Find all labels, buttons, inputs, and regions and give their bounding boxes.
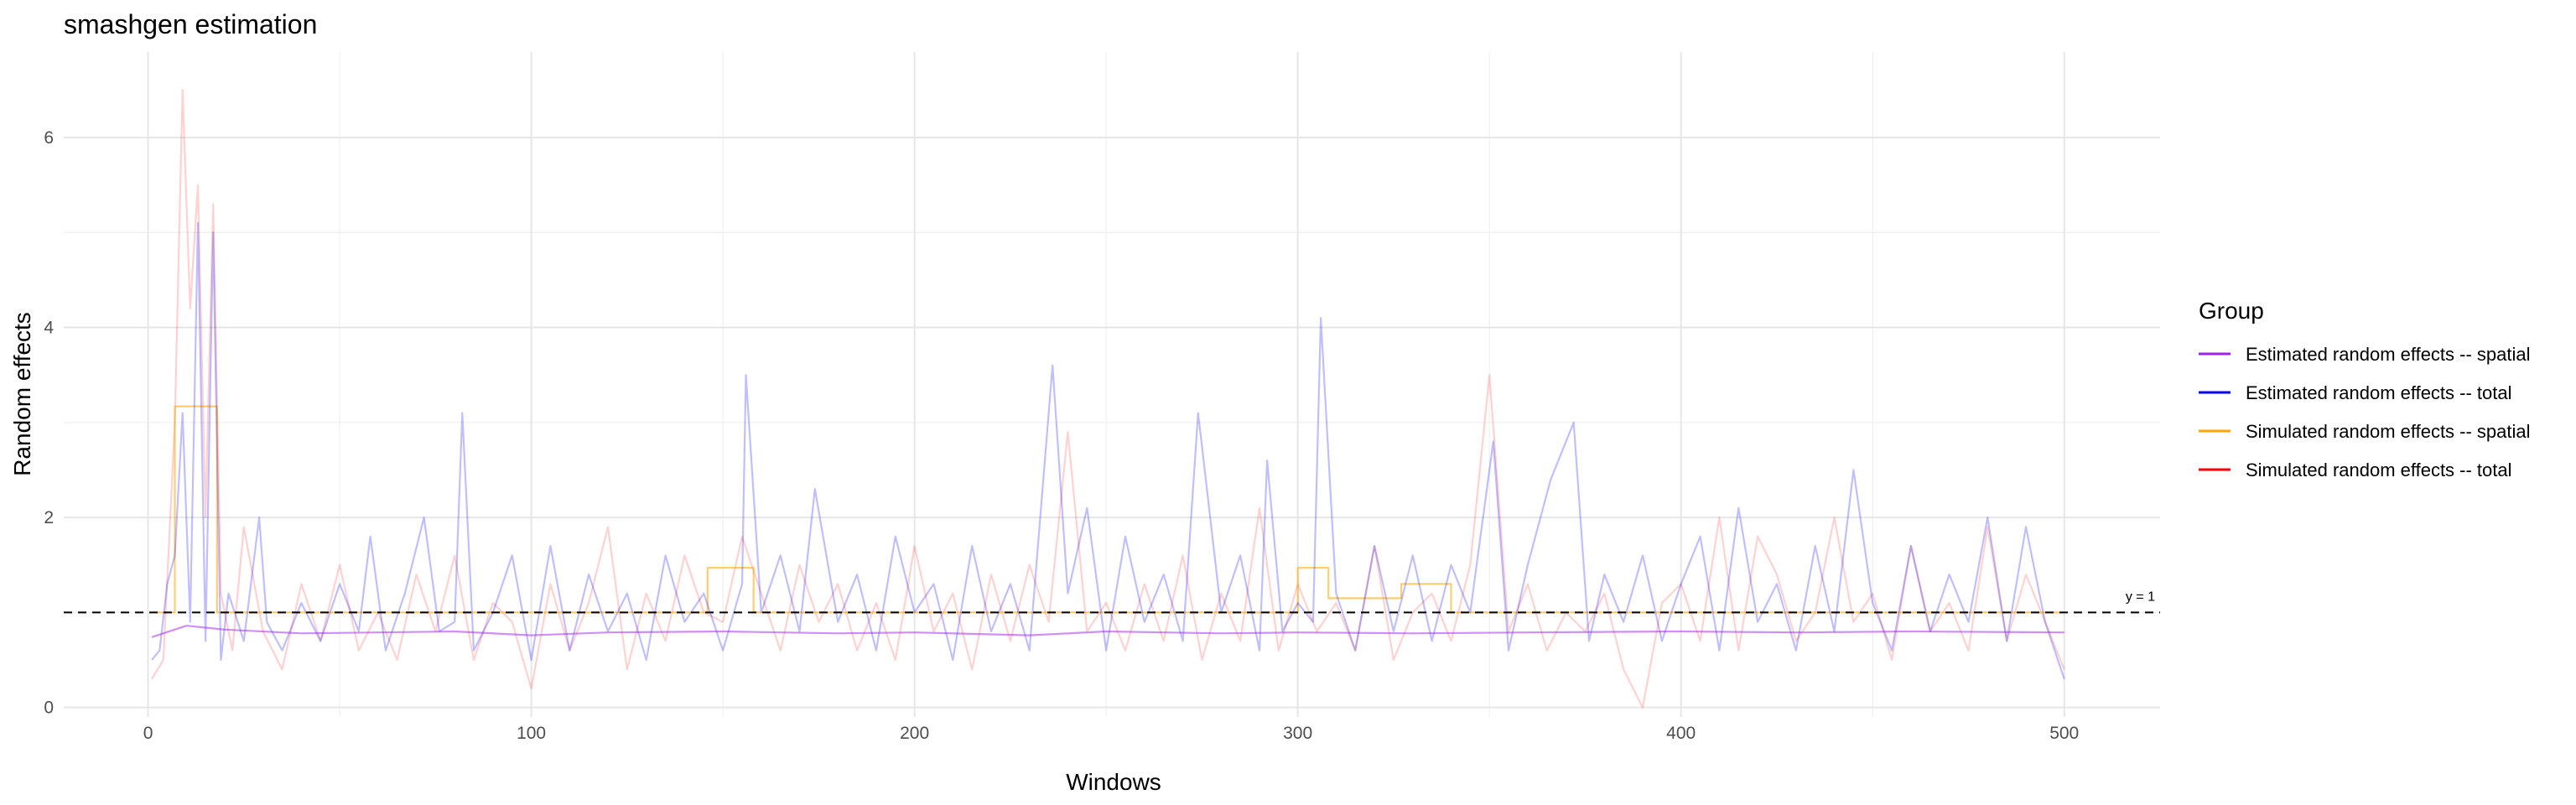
series-line-estimated-random-effects-spatial <box>151 625 2064 638</box>
reference-line-label: y = 1 <box>2126 589 2155 604</box>
y-tick-label: 0 <box>44 699 54 718</box>
x-tick-label: 200 <box>900 724 929 743</box>
y-tick-label: 6 <box>44 128 54 148</box>
series-line-simulated-random-effects-total <box>151 89 2065 709</box>
legend-label: Estimated random effects -- total <box>2246 382 2512 403</box>
y-tick-label: 4 <box>44 319 54 338</box>
x-tick-label: 300 <box>1283 724 1312 743</box>
legend-label: Estimated random effects -- spatial <box>2246 344 2531 365</box>
chart-title: smashgen estimation <box>64 9 317 39</box>
x-tick-label: 400 <box>1666 724 1696 743</box>
x-tick-label: 0 <box>143 724 153 743</box>
y-tick-label: 2 <box>44 508 54 527</box>
legend-title: Group <box>2199 298 2264 324</box>
legend: Group Estimated random effects -- spatia… <box>2199 298 2531 480</box>
series-line-estimated-random-effects-total <box>151 221 2065 680</box>
x-tick-label: 100 <box>517 724 546 743</box>
x-tick-label: 500 <box>2049 724 2079 743</box>
plot-area: 0 100 200 300 400 500 0 2 4 6 y = 1 <box>44 52 2160 743</box>
y-axis-title: Random effects <box>9 312 35 476</box>
legend-label: Simulated random effects -- total <box>2246 460 2512 480</box>
legend-items: Estimated random effects -- spatial Estim… <box>2199 344 2531 480</box>
axis-ticks: 0 100 200 300 400 500 0 2 4 6 <box>44 128 2079 743</box>
grid-major <box>64 52 2160 717</box>
legend-label: Simulated random effects -- spatial <box>2246 421 2531 442</box>
x-axis-title: Windows <box>1066 769 1161 795</box>
